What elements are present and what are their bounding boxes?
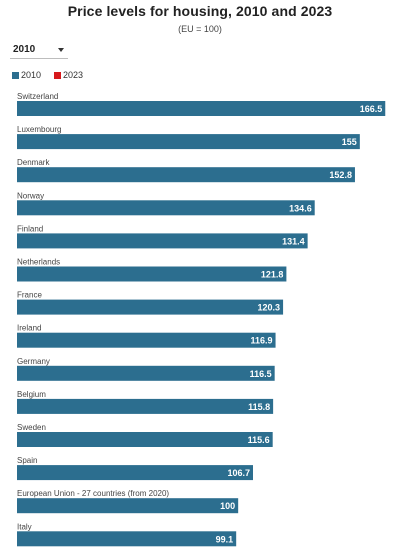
bar[interactable] [17,531,237,547]
category-label: Denmark [17,158,50,167]
category-label: Switzerland [17,92,58,101]
bar-group-germany[interactable]: Germany 116.5 [17,357,275,381]
category-label: Belgium [17,390,46,399]
legend-label-2023: 2023 [63,70,84,80]
data-label: 99.1 [216,534,234,544]
data-label: 131.4 [282,236,305,246]
data-label: 166.5 [360,104,383,114]
data-label: 134.6 [289,203,312,213]
bar-group-norway[interactable]: Norway 134.6 [17,191,315,216]
bar[interactable] [17,101,386,116]
bar-group-belgium[interactable]: Belgium 115.8 [17,390,274,414]
bar-group-finland[interactable]: Finland 131.4 [17,224,308,249]
category-label: France [17,291,42,300]
bar-group-sweden[interactable]: Sweden 115.6 [17,423,273,447]
chart-title: Price levels for housing, 2010 and 2023 [67,3,333,19]
legend-label-2010: 2010 [21,70,42,80]
bar[interactable] [17,200,315,216]
legend-swatch-2023 [54,72,61,79]
year-select[interactable]: 2010 [10,41,68,59]
chevron-down-icon [58,48,64,52]
data-label: 152.8 [329,170,352,180]
data-label: 100 [220,501,235,511]
data-label: 115.8 [248,402,270,412]
bar[interactable] [17,465,253,481]
bar[interactable] [17,498,239,514]
category-label: Norway [17,191,44,200]
bar[interactable] [17,432,273,447]
bar-group-european-union-27-countries-from-2020[interactable]: European Union - 27 countries (from 2020… [17,489,239,514]
data-label: 120.3 [258,303,281,313]
category-label: Italy [17,522,32,531]
category-label: Netherlands [17,258,60,267]
category-label: European Union - 27 countries (from 2020… [17,489,169,498]
legend-swatch-2010 [12,72,19,79]
chart-subtitle: (EU = 100) [178,24,222,34]
bar[interactable] [17,365,275,381]
bar-group-ireland[interactable]: Ireland 116.9 [17,324,276,348]
data-label: 106.7 [227,468,250,478]
data-label: 116.5 [250,369,272,379]
category-label: Finland [17,224,43,233]
year-select-value: 2010 [13,44,36,55]
bar-group-spain[interactable]: Spain 106.7 [17,456,253,481]
bar-group-italy[interactable]: Italy 99.1 [17,522,237,547]
bar-group-switzerland[interactable]: Switzerland 166.5 [17,92,386,116]
bar[interactable] [17,398,274,414]
bar-group-france[interactable]: France 120.3 [17,291,284,315]
category-label: Luxembourg [17,125,61,134]
bar[interactable] [17,299,284,315]
bar[interactable] [17,332,276,348]
data-label: 121.8 [261,270,284,280]
data-label: 155 [342,137,357,147]
data-label: 115.6 [248,435,270,445]
bar[interactable] [17,233,308,249]
category-label: Sweden [17,423,46,432]
category-label: Germany [17,357,50,366]
bar[interactable] [17,266,287,282]
bar[interactable] [17,134,360,150]
category-label: Spain [17,456,37,465]
category-label: Ireland [17,324,41,333]
bar[interactable] [17,167,355,183]
bar-group-netherlands[interactable]: Netherlands 121.8 [17,258,287,282]
data-label: 116.9 [251,336,273,346]
bar-group-denmark[interactable]: Denmark 152.8 [17,158,355,183]
bar-group-luxembourg[interactable]: Luxembourg 155 [17,125,360,150]
